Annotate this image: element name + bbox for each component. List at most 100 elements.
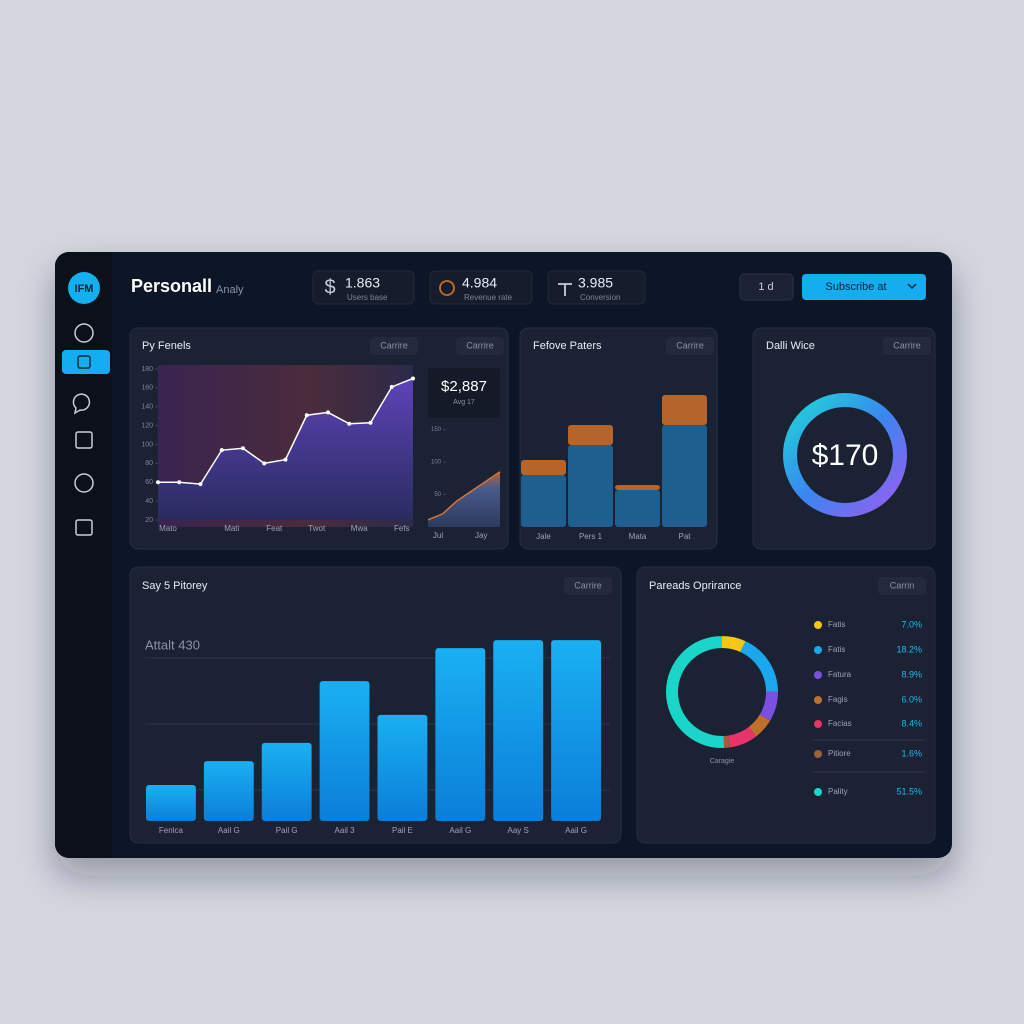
legend-dot (814, 750, 822, 758)
y-tick-label: 160 (141, 385, 153, 392)
bar (377, 714, 428, 821)
stat-label: Conversion (580, 293, 620, 302)
panel-title: Say 5 Pitorey (142, 580, 208, 592)
point (219, 448, 224, 453)
tag-label[interactable]: Carrire (466, 340, 494, 350)
nav-active[interactable] (62, 350, 110, 374)
stat-pill (429, 270, 533, 305)
stack-segment (521, 475, 566, 527)
legend-dot (814, 671, 822, 679)
x-tick-label: Feat (266, 524, 283, 533)
point (368, 420, 373, 425)
y-tick-label: 150 (431, 427, 442, 433)
y-tick-label: 120 (141, 422, 153, 429)
x-tick-label: Mata (629, 532, 647, 541)
stat-icon: $ (324, 276, 335, 298)
nav-icon[interactable] (75, 431, 93, 449)
y-tick-label: 60 (145, 479, 153, 486)
x-tick-label: Aail G (218, 826, 240, 835)
nav-icon[interactable] (74, 473, 94, 493)
tag[interactable] (878, 577, 926, 595)
legend-name: Fatis (828, 645, 845, 654)
wallet-amount: $170 (812, 439, 879, 472)
stack-segment (615, 490, 660, 527)
tag-label[interactable]: Carrire (574, 580, 602, 590)
tag[interactable] (666, 337, 714, 355)
nav-icon[interactable] (75, 519, 93, 536)
point (347, 421, 352, 426)
stack-segment (662, 425, 707, 527)
stat-pill (312, 270, 415, 305)
point (262, 461, 267, 466)
point (283, 457, 288, 462)
stat-icon (558, 283, 572, 296)
legend-name: Fagis (828, 695, 848, 704)
point (304, 413, 309, 418)
app-title: Personall (131, 276, 212, 296)
legend-name: Fatura (828, 670, 852, 679)
legend-name: Facias (828, 719, 852, 728)
y-tick-label: 100 (431, 460, 442, 466)
stat-label: Users base (347, 293, 388, 302)
legend-name: Pitiore (828, 749, 851, 758)
stat-pill (547, 270, 646, 305)
panel-title: Py Fenels (142, 340, 191, 352)
range-select[interactable] (739, 273, 794, 301)
legend-dot (814, 720, 822, 728)
logo[interactable] (68, 272, 100, 304)
tag[interactable] (456, 337, 504, 355)
x-tick-label: Aail 3 (335, 826, 356, 835)
stack-segment (615, 485, 660, 490)
point (411, 376, 415, 381)
stat-label: Revenue rate (464, 293, 513, 302)
sidebar (55, 252, 112, 858)
x-tick-label: Mwa (351, 524, 368, 533)
area (158, 378, 413, 520)
stack-segment (568, 445, 613, 527)
point (389, 384, 394, 389)
panel-title: Pareads Oprirance (649, 580, 741, 592)
point (177, 480, 182, 485)
y-tick-label: 140 (141, 404, 153, 411)
x-tick-label: Pat (678, 532, 691, 541)
bar (319, 681, 370, 821)
tag[interactable] (564, 577, 612, 595)
bar (146, 784, 196, 821)
range-label[interactable]: 1 d (758, 281, 773, 293)
legend-value: 8.9% (901, 669, 922, 679)
stack-segment (568, 425, 613, 445)
stat-value: 1.863 (345, 275, 380, 291)
legend-value: 51.5% (896, 786, 922, 796)
stack-segment (662, 395, 707, 425)
legend-value: 18.2% (896, 644, 922, 654)
tag-label[interactable]: Carrire (380, 340, 408, 350)
chevron (907, 283, 917, 290)
x-tick-label: Pail G (276, 826, 298, 835)
x-tick-label: Twot (308, 524, 326, 533)
x-tick-label: Mati (224, 524, 239, 533)
nav-icon[interactable] (72, 393, 91, 415)
panel-title: Dalli Wice (766, 340, 815, 352)
tag[interactable] (370, 337, 418, 355)
x-tick-label: Jul (433, 531, 443, 540)
tag-label[interactable]: Carrire (893, 340, 921, 350)
summary-value: $2,887 (441, 378, 487, 395)
tag-label[interactable]: Carrin (890, 580, 915, 590)
button-label[interactable]: Subscribe at (825, 281, 886, 293)
tag-label[interactable]: Carrire (676, 340, 704, 350)
x-tick-label: Pers 1 (579, 532, 603, 541)
bar (435, 648, 486, 821)
y-tick-label: 180 (141, 366, 153, 373)
x-tick-label: Pail E (392, 826, 413, 835)
tag[interactable] (883, 337, 931, 355)
app-subtitle: Analy (216, 284, 244, 296)
nav-icon[interactable] (74, 323, 94, 343)
line (427, 471, 501, 521)
point (326, 410, 330, 415)
subscribe-button[interactable] (802, 274, 926, 300)
legend-value: 8.4% (901, 718, 922, 728)
x-tick-label: Fenlca (159, 826, 184, 835)
stat-icon (439, 280, 455, 296)
x-tick-label: Fefs (394, 524, 410, 533)
